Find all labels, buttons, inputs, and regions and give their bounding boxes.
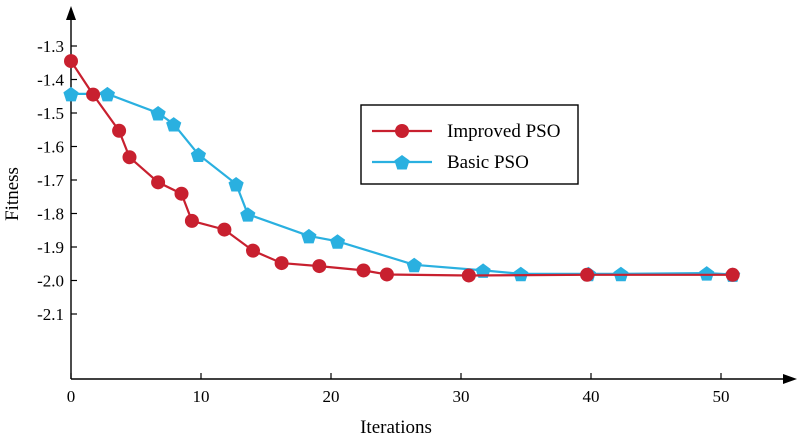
data-point-basic-pso: [301, 228, 317, 244]
series-line-improved-pso: [70, 60, 733, 277]
y-tick-label: -1.5: [37, 104, 64, 123]
data-point-basic-pso: [228, 177, 244, 192]
legend-swatch-marker: [394, 155, 410, 170]
data-point-improved-pso: [274, 256, 289, 271]
legend: Improved PSO Basic PSO: [360, 104, 579, 185]
y-tick-label: -1.4: [37, 71, 64, 90]
y-axis-arrow: [66, 6, 76, 20]
legend-items: Improved PSO Basic PSO: [372, 121, 560, 173]
x-tick-label: 0: [67, 387, 76, 406]
y-tick-label: -2.1: [37, 305, 64, 324]
y-tick-label: -1.7: [37, 171, 64, 190]
data-point-improved-pso: [356, 263, 371, 278]
data-point-improved-pso: [64, 54, 78, 69]
data-point-basic-pso: [699, 266, 715, 281]
data-point-basic-pso: [190, 147, 206, 162]
x-axis-arrow: [783, 374, 797, 384]
data-point-improved-pso: [461, 268, 476, 283]
data-point-basic-pso: [406, 257, 422, 273]
data-point-improved-pso: [174, 186, 189, 201]
x-ticks: 0 10 20 30 40 50: [67, 373, 730, 406]
legend-label: Improved PSO: [447, 121, 560, 142]
series-improved-pso: [64, 54, 740, 283]
data-point-basic-pso: [513, 266, 529, 282]
y-axis-title: Fitness: [2, 167, 23, 221]
data-point-basic-pso: [63, 86, 79, 102]
y-tick-label: -1.6: [37, 138, 64, 157]
legend-item-basic-pso: Basic PSO: [372, 152, 529, 173]
legend-label: Basic PSO: [447, 152, 529, 173]
x-axis-title: Iterations: [360, 417, 432, 438]
data-point-basic-pso: [240, 207, 256, 222]
data-point-basic-pso: [99, 86, 115, 102]
y-tick-label: -1.3: [37, 37, 64, 56]
data-point-basic-pso: [166, 117, 182, 132]
y-tick-label: -1.8: [37, 205, 64, 224]
data-point-improved-pso: [112, 123, 127, 138]
data-point-improved-pso: [379, 267, 394, 282]
x-tick-label: 50: [713, 387, 730, 406]
x-tick-label: 10: [193, 387, 210, 406]
y-tick-label: -2.0: [37, 272, 64, 291]
data-point-improved-pso: [312, 259, 327, 274]
data-point-basic-pso: [475, 263, 491, 278]
legend-box: [360, 104, 579, 185]
x-tick-label: 40: [583, 387, 600, 406]
legend-item-improved-pso: Improved PSO: [372, 121, 560, 142]
y-tick-label: -1.9: [37, 238, 64, 257]
axes: [66, 6, 797, 384]
data-point-improved-pso: [151, 175, 166, 190]
legend-swatch-marker: [395, 124, 409, 138]
data-point-improved-pso: [122, 150, 137, 165]
data-point-improved-pso: [217, 222, 232, 237]
data-point-improved-pso: [725, 267, 740, 282]
y-ticks: -2.1 -2.0 -1.9 -1.8 -1.7 -1.6 -1.5 -1.4 -1.3: [37, 37, 77, 324]
data-point-improved-pso: [580, 267, 595, 282]
series-layer: [63, 54, 741, 283]
x-tick-label: 30: [453, 387, 470, 406]
x-tick-label: 20: [323, 387, 340, 406]
data-point-basic-pso: [150, 106, 166, 121]
data-point-improved-pso: [184, 213, 199, 228]
data-point-improved-pso: [246, 243, 260, 258]
data-point-improved-pso: [86, 87, 101, 102]
data-point-basic-pso: [329, 234, 346, 249]
